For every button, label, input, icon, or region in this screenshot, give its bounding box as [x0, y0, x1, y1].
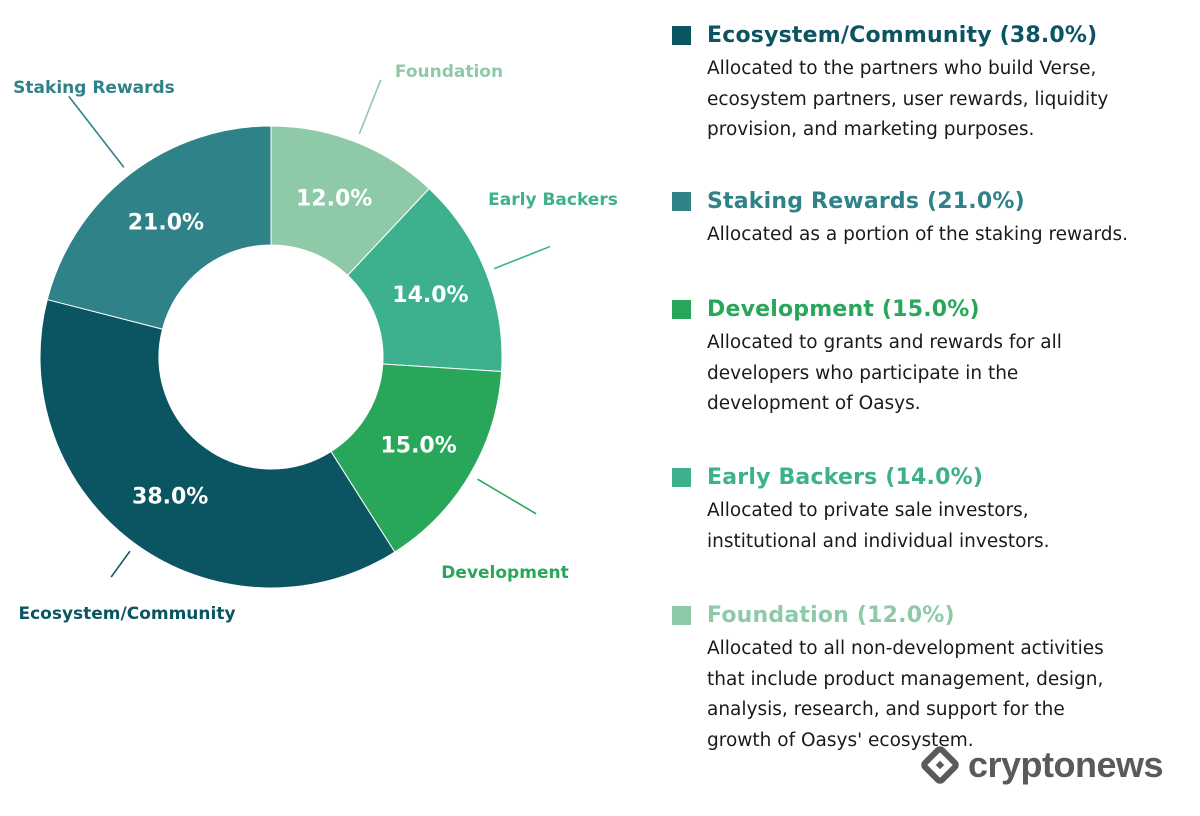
cryptonews-logo-icon — [921, 746, 959, 784]
legend-title-ecosystem: Ecosystem/Community (38.0%) — [707, 22, 1098, 48]
legend-desc-staking: Allocated as a portion of the staking re… — [707, 220, 1177, 251]
legend-swatch-development — [672, 299, 691, 319]
legend-desc-line: Allocated as a portion of the staking re… — [707, 224, 1129, 245]
callout-label-staking: Staking Rewards — [13, 78, 175, 98]
legend-desc-early-backers: Allocated to private sale investors, ins… — [707, 496, 1177, 557]
slice-value-label-early-backers: 14.0% — [392, 283, 468, 308]
legend-item-foundation: Foundation (12.0%) Allocated to all non-… — [672, 598, 1192, 756]
callout-line-foundation — [358, 79, 382, 135]
slice-value-label-foundation: 12.0% — [296, 187, 372, 212]
donut-slice-early-backers — [346, 187, 503, 373]
donut-chart: 12.0% Foundation 14.0% Early Backers 15.0% De… — [13, 62, 618, 624]
callout-line-development — [477, 478, 537, 515]
legend-desc-line: Allocated to private sale investors, — [707, 500, 1029, 521]
callout-line-ecosystem — [110, 550, 131, 578]
legend-swatch-foundation — [672, 605, 691, 625]
legend-title-foundation: Foundation (12.0%) — [707, 602, 955, 628]
callout-label-early-backers: Early Backers — [488, 190, 618, 210]
donut-slice-staking — [46, 125, 272, 330]
callout-label-ecosystem: Ecosystem/Community — [18, 604, 235, 624]
legend-item-early-backers: Early Backers (14.0%) Allocated to priva… — [672, 460, 1192, 557]
legend-desc-line: Allocated to the partners who build Vers… — [707, 58, 1097, 79]
legend-desc-line: ecosystem partners, user rewards, liquid… — [707, 88, 1109, 110]
donut-slice-ecosystem — [39, 298, 396, 589]
watermark-text: cryptonews — [968, 744, 1164, 785]
slice-value-label-staking: 21.0% — [128, 210, 204, 235]
slice-value-label-development: 15.0% — [380, 433, 456, 458]
legend-desc-line: institutional and individual investors. — [707, 530, 1050, 552]
callout-label-foundation: Foundation — [395, 62, 503, 82]
legend-desc-line: growth of Oasys' ecosystem. — [707, 729, 974, 751]
legend-desc-line: analysis, research, and support for the — [707, 699, 1065, 720]
legend-title-staking: Staking Rewards (21.0%) — [707, 188, 1025, 214]
legend-desc-development: Allocated to grants and rewards for all … — [707, 328, 1177, 420]
legend-item-development: Development (15.0%) Allocated to grants … — [672, 292, 1192, 420]
donut-slice-development — [330, 363, 503, 553]
legend-title-early-backers: Early Backers (14.0%) — [707, 464, 984, 490]
legend-desc-line: developers who participate in the — [707, 362, 1019, 384]
legend-swatch-early-backers — [672, 467, 691, 487]
slice-value-label-ecosystem: 38.0% — [132, 485, 208, 510]
legend-desc-ecosystem: Allocated to the partners who build Vers… — [707, 54, 1177, 146]
legend-title-development: Development (15.0%) — [707, 296, 980, 322]
legend-desc-line: development of Oasys. — [707, 393, 921, 414]
legend-item-staking: Staking Rewards (21.0%) Allocated as a p… — [672, 184, 1192, 251]
legend-desc-foundation: Allocated to all non-development activit… — [707, 634, 1177, 756]
legend-item-ecosystem: Ecosystem/Community (38.0%) Allocated to… — [672, 18, 1192, 146]
callout-line-early-backers — [493, 245, 551, 270]
legend-desc-line: Allocated to all non-development activit… — [707, 638, 1104, 659]
legend-swatch-staking — [672, 191, 691, 211]
legend-desc-line: that include product management, design, — [707, 668, 1104, 690]
legend-swatch-ecosystem — [672, 25, 691, 45]
watermark: cryptonews — [920, 744, 1164, 786]
callout-label-development: Development — [441, 563, 568, 583]
legend-desc-line: provision, and marketing purposes. — [707, 119, 1035, 140]
legend-desc-line: Allocated to grants and rewards for all — [707, 332, 1062, 353]
callout-line-staking — [68, 95, 125, 168]
